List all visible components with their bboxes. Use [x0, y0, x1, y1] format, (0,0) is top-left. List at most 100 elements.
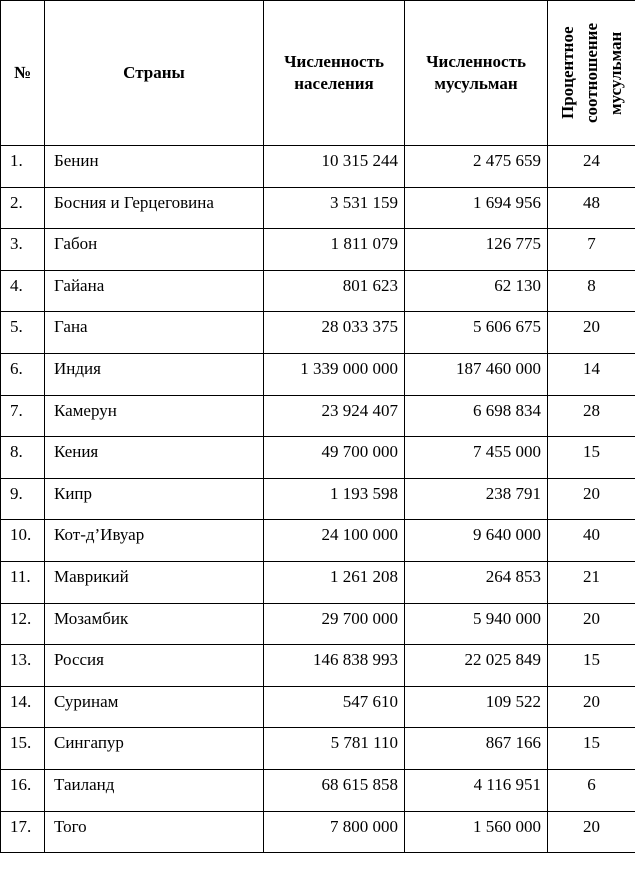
- table-cell: 3 531 159: [263, 186, 405, 230]
- table-cell: 10 315 244: [263, 145, 405, 188]
- table-cell: 5 606 675: [404, 311, 548, 354]
- table-cell: 8.: [0, 436, 45, 479]
- table-cell: 68 615 858: [263, 768, 405, 812]
- table-cell: 13.: [0, 644, 45, 687]
- table-cell: 28 033 375: [263, 311, 405, 354]
- table-row: 13. Россия 146 838 993 22 025 849 15: [0, 644, 635, 687]
- table-cell: 20: [547, 311, 635, 354]
- header-cell: №: [0, 0, 45, 146]
- table-cell: 3.: [0, 228, 45, 271]
- table-cell: Россия: [44, 644, 264, 687]
- table-cell: 15.: [0, 727, 45, 770]
- table-row: 8. Кения 49 700 000 7 455 000 15: [0, 436, 635, 479]
- table-cell: 8: [547, 269, 635, 313]
- table-cell: 1 811 079: [263, 228, 405, 271]
- table-row: 17. Того 7 800 000 1 560 000 20: [0, 810, 635, 854]
- table-cell: 62 130: [404, 269, 548, 313]
- table-row: 11. Маврикий 1 261 208 264 853 21: [0, 560, 635, 604]
- table-cell: 6: [547, 768, 635, 812]
- header-row: № Страны Численность населения Численнос…: [0, 0, 635, 146]
- table-cell: 1.: [0, 145, 45, 188]
- table-cell: 20: [547, 810, 635, 854]
- table-cell: Суринам: [44, 685, 264, 729]
- table-row: 2. Босния и Герцеговина 3 531 159 1 694 956…: [0, 186, 635, 230]
- header-cell: Численность населения: [263, 0, 405, 146]
- table-cell: Камерун: [44, 394, 264, 438]
- table-cell: 7 455 000: [404, 436, 548, 479]
- table-cell: 15: [547, 436, 635, 479]
- table-cell: 9 640 000: [404, 519, 548, 562]
- table-cell: 15: [547, 644, 635, 687]
- table-cell: 5 781 110: [263, 727, 405, 770]
- table-cell: 20: [547, 685, 635, 729]
- table-cell: 20: [547, 602, 635, 646]
- table-cell: 7: [547, 228, 635, 271]
- table-cell: 109 522: [404, 685, 548, 729]
- table-cell: Мозамбик: [44, 602, 264, 646]
- table-cell: Кения: [44, 436, 264, 479]
- table-cell: Маврикий: [44, 560, 264, 604]
- table-row: 10. Кот-д’Ивуар 24 100 000 9 640 000 40: [0, 519, 635, 562]
- table-row: 7. Камерун 23 924 407 6 698 834 28: [0, 394, 635, 438]
- table-cell: 15: [547, 727, 635, 770]
- table-cell: 1 261 208: [263, 560, 405, 604]
- table-row: 15. Сингапур 5 781 110 867 166 15: [0, 727, 635, 770]
- data-table: № Страны Численность населения Численнос…: [0, 0, 635, 854]
- table-cell: 5.: [0, 311, 45, 354]
- table-cell: 5 940 000: [404, 602, 548, 646]
- table-cell: 17.: [0, 810, 45, 854]
- table-cell: 9.: [0, 477, 45, 521]
- table-cell: 6 698 834: [404, 394, 548, 438]
- table-cell: 4 116 951: [404, 768, 548, 812]
- table-row: 12. Мозамбик 29 700 000 5 940 000 20: [0, 602, 635, 646]
- table-cell: 801 623: [263, 269, 405, 313]
- table-cell: 264 853: [404, 560, 548, 604]
- table-cell: 14: [547, 352, 635, 396]
- table-cell: 1 694 956: [404, 186, 548, 230]
- table-cell: Босния и Герцеговина: [44, 186, 264, 230]
- table-cell: 28: [547, 394, 635, 438]
- table-cell: 29 700 000: [263, 602, 405, 646]
- table-cell: Индия: [44, 352, 264, 396]
- header-cell: Страны: [44, 0, 264, 146]
- table-cell: 12.: [0, 602, 45, 646]
- table-cell: 40: [547, 519, 635, 562]
- table-cell: 2.: [0, 186, 45, 230]
- table-cell: Гайана: [44, 269, 264, 313]
- table-cell: 187 460 000: [404, 352, 548, 396]
- header-cell: Численность мусульман: [404, 0, 548, 146]
- table-cell: 23 924 407: [263, 394, 405, 438]
- table-cell: Таиланд: [44, 768, 264, 812]
- table-cell: 1 339 000 000: [263, 352, 405, 396]
- table-row: 16. Таиланд 68 615 858 4 116 951 6: [0, 768, 635, 812]
- table-cell: 6.: [0, 352, 45, 396]
- header-cell: Процентное соотношение мусульман: [557, 23, 625, 123]
- table-cell: Того: [44, 810, 264, 854]
- table-cell: 867 166: [404, 727, 548, 770]
- table-cell: 24 100 000: [263, 519, 405, 562]
- table-cell: 238 791: [404, 477, 548, 521]
- table-cell: Гана: [44, 311, 264, 354]
- table-cell: 11.: [0, 560, 45, 604]
- table-cell: Кипр: [44, 477, 264, 521]
- table-cell: 7 800 000: [263, 810, 405, 854]
- table-cell: 126 775: [404, 228, 548, 271]
- table-cell: Габон: [44, 228, 264, 271]
- table-row: 6. Индия 1 339 000 000 187 460 000 14: [0, 352, 635, 396]
- table-cell: Сингапур: [44, 727, 264, 770]
- table-row: 5. Гана 28 033 375 5 606 675 20: [0, 311, 635, 354]
- table-cell: Бенин: [44, 145, 264, 188]
- table-cell: 48: [547, 186, 635, 230]
- table-row: 9. Кипр 1 193 598 238 791 20: [0, 477, 635, 521]
- table-cell: 24: [547, 145, 635, 188]
- table-cell: 22 025 849: [404, 644, 548, 687]
- table-cell: 1 560 000: [404, 810, 548, 854]
- table-body: 1. Бенин 10 315 244 2 475 659 24 2. Босния и Г…: [0, 145, 635, 854]
- table-cell: 2 475 659: [404, 145, 548, 188]
- table-cell: 7.: [0, 394, 45, 438]
- table-row: 4. Гайана 801 623 62 130 8: [0, 269, 635, 313]
- table-row: 14. Суринам 547 610 109 522 20: [0, 685, 635, 729]
- table-cell: 1 193 598: [263, 477, 405, 521]
- table-cell: 21: [547, 560, 635, 604]
